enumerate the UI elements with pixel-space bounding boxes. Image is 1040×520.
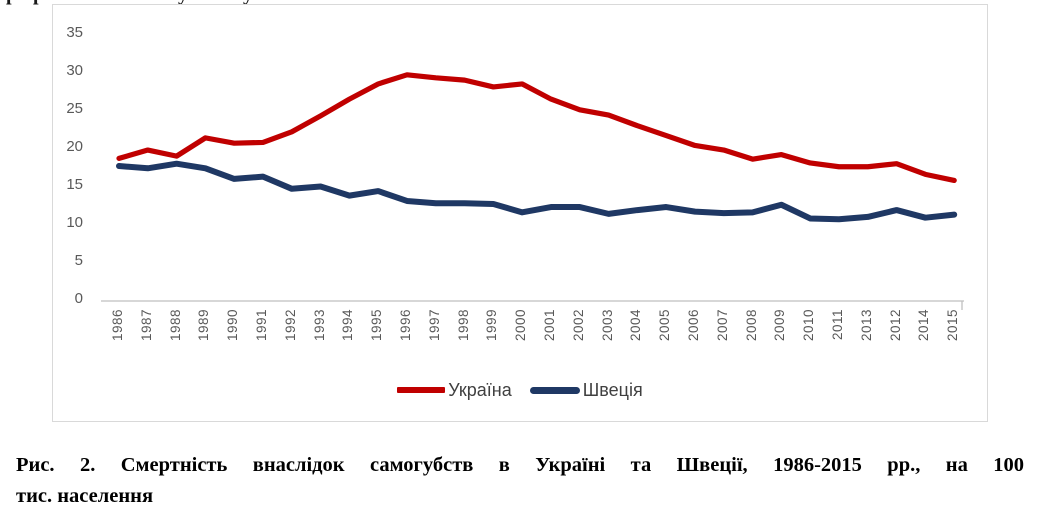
legend-label-sweden: Швеція — [582, 379, 643, 400]
clipped-text-fragment: у — [178, 0, 188, 4]
legend-swatch-ukraine-icon — [397, 387, 446, 393]
x-axis-tick-label: 2002 — [570, 309, 586, 342]
x-axis-tick-label: 1995 — [369, 309, 385, 342]
x-axis-tick-label: 2001 — [542, 309, 557, 342]
y-axis-tick-label: 5 — [74, 252, 83, 269]
x-axis-tick-label: 2011 — [830, 309, 845, 341]
x-axis-tick-label: 1997 — [426, 309, 442, 342]
x-axis-tick-label: 1999 — [484, 309, 500, 342]
clipped-text-fragment: р — [6, 0, 17, 4]
x-axis-tick-label: 2003 — [599, 309, 615, 342]
y-axis-tick-label: 10 — [66, 214, 83, 231]
series-line-ukraine — [116, 72, 957, 184]
y-axis-tick-label: 25 — [66, 100, 83, 117]
x-axis-tick-label: 1994 — [340, 309, 356, 342]
clipped-text-line: рруу — [0, 0, 1040, 7]
x-axis-tick-label: 2009 — [772, 309, 788, 342]
y-axis-tick-label: 20 — [66, 138, 83, 155]
y-axis-tick-label: 35 — [66, 24, 83, 41]
x-axis-tick-label: 2013 — [858, 309, 874, 342]
y-axis-tick-label: 0 — [74, 290, 83, 307]
legend-swatch-sweden-icon — [529, 386, 580, 394]
clipped-text-fragment: у — [243, 0, 253, 4]
x-axis-tick-label: 2007 — [714, 309, 730, 342]
x-axis-tick-label: 1990 — [225, 309, 241, 342]
x-axis-tick-label: 1998 — [455, 309, 471, 342]
x-axis-tick-label: 2005 — [657, 309, 673, 342]
x-axis-tick-label: 2015 — [945, 309, 961, 342]
x-axis-tick-label: 2006 — [686, 309, 701, 342]
figure-caption: Рис. 2. Смертність внаслідок самогубств … — [16, 450, 1024, 512]
x-axis-tick-label: 2010 — [801, 309, 817, 342]
x-axis-tick-label: 2014 — [916, 309, 932, 342]
x-axis-tick-label: 1988 — [167, 309, 183, 342]
x-axis-tick-label: 1993 — [311, 309, 327, 342]
chart-legend: Україна Швеція — [53, 377, 987, 403]
figure-caption-line2: тис. населення — [16, 485, 154, 507]
x-axis-tick-label: 1987 — [138, 309, 154, 342]
x-axis-tick-label: 1989 — [196, 309, 212, 342]
legend-item-sweden: Швеція — [529, 379, 643, 401]
x-axis-tick-label: 2004 — [628, 309, 644, 342]
plot-area — [101, 72, 964, 310]
legend-item-ukraine: Україна — [397, 379, 512, 401]
x-axis-tick-label: 1992 — [282, 309, 298, 342]
y-axis-tick-label: 30 — [66, 62, 83, 79]
x-axis-tick-label: 1991 — [254, 309, 269, 342]
clipped-text-fragment: р — [33, 0, 44, 4]
x-axis-tick-label: 1986 — [110, 309, 125, 342]
legend-label-ukraine: Україна — [448, 379, 512, 400]
figure-caption-line1: Рис. 2. Смертність внаслідок самогубств … — [16, 454, 1024, 476]
x-axis-tick-label: 2000 — [513, 309, 529, 342]
x-axis-tick-label: 2008 — [743, 309, 759, 342]
x-axis-tick-label: 1996 — [398, 309, 413, 342]
series-line-sweden — [116, 160, 958, 223]
x-axis-tick-label: 2012 — [887, 309, 903, 342]
chart-frame: 35 30 25 20 15 10 5 0 1986 1987 1988 1989 1990 1991 1… — [52, 4, 988, 422]
y-axis-tick-label: 15 — [66, 176, 83, 193]
